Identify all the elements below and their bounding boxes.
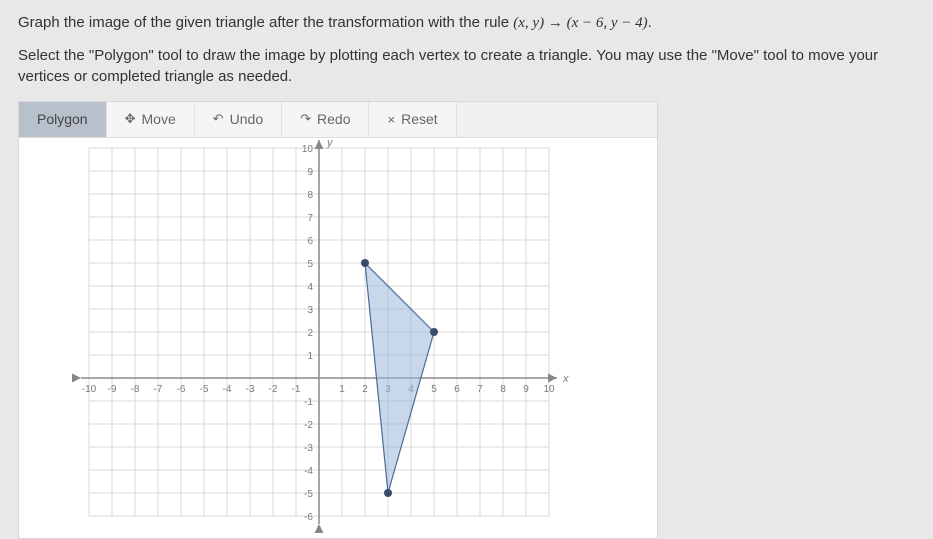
svg-text:-2: -2 [269, 384, 278, 395]
svg-text:-2: -2 [304, 420, 313, 431]
svg-text:7: 7 [307, 213, 313, 224]
undo-label: Undo [230, 111, 263, 127]
svg-text:3: 3 [307, 305, 313, 316]
svg-text:-1: -1 [292, 384, 301, 395]
svg-text:5: 5 [307, 259, 313, 270]
undo-button[interactable]: ↶ Undo [195, 102, 282, 137]
svg-text:8: 8 [307, 190, 313, 201]
svg-text:5: 5 [431, 384, 437, 395]
svg-text:x: x [562, 373, 569, 385]
polygon-tool-button[interactable]: Polygon [19, 102, 107, 137]
svg-text:-3: -3 [246, 384, 255, 395]
redo-button[interactable]: ↷ Redo [282, 102, 369, 137]
svg-text:-5: -5 [200, 384, 209, 395]
graph-canvas[interactable]: -10 -9 -8 -7 -6 -5 -4 -3 -2 -1 1 2 3 4 5 6 7 8 9 10 -6 -5 -4 -3… [19, 138, 657, 538]
svg-text:-4: -4 [304, 466, 313, 477]
svg-text:1: 1 [339, 384, 345, 395]
svg-text:-6: -6 [304, 512, 313, 523]
redo-label: Redo [317, 111, 350, 127]
svg-text:-4: -4 [223, 384, 232, 395]
svg-text:10: 10 [302, 144, 314, 155]
svg-text:y: y [326, 138, 334, 149]
svg-text:-8: -8 [131, 384, 140, 395]
transformation-rule: (x, y) → (x − 6, y − 4) [513, 15, 647, 31]
svg-text:10: 10 [543, 384, 555, 395]
svg-text:9: 9 [307, 167, 313, 178]
svg-text:-7: -7 [154, 384, 163, 395]
svg-text:6: 6 [307, 236, 313, 247]
svg-text:2: 2 [307, 328, 313, 339]
reset-icon: × [387, 112, 395, 127]
move-tool-button[interactable]: ✥ Move [107, 102, 195, 137]
svg-text:-10: -10 [82, 384, 97, 395]
reset-label: Reset [401, 111, 438, 127]
svg-text:-9: -9 [108, 384, 117, 395]
polygon-tool-label: Polygon [37, 111, 88, 127]
graph-workspace: Polygon ✥ Move ↶ Undo ↷ Redo × Reset -10… [18, 101, 658, 539]
svg-text:-5: -5 [304, 489, 313, 500]
svg-text:-6: -6 [177, 384, 186, 395]
instruction-text: Select the "Polygon" tool to draw the im… [18, 45, 915, 87]
coordinate-grid: -10 -9 -8 -7 -6 -5 -4 -3 -2 -1 1 2 3 4 5 6 7 8 9 10 -6 -5 -4 -3… [19, 138, 657, 538]
svg-text:6: 6 [454, 384, 460, 395]
move-tool-label: Move [142, 111, 176, 127]
toolbar: Polygon ✥ Move ↶ Undo ↷ Redo × Reset [19, 102, 657, 138]
redo-icon: ↷ [300, 111, 311, 127]
svg-text:2: 2 [362, 384, 368, 395]
undo-icon: ↶ [213, 111, 224, 127]
svg-text:-3: -3 [304, 443, 313, 454]
move-icon: ✥ [125, 111, 136, 127]
svg-text:8: 8 [500, 384, 506, 395]
reset-button[interactable]: × Reset [369, 102, 456, 137]
question-text: Graph the image of the given triangle af… [18, 14, 513, 31]
svg-text:1: 1 [307, 351, 313, 362]
svg-text:7: 7 [477, 384, 483, 395]
svg-text:4: 4 [307, 282, 313, 293]
svg-text:9: 9 [523, 384, 529, 395]
svg-text:-1: -1 [304, 397, 313, 408]
